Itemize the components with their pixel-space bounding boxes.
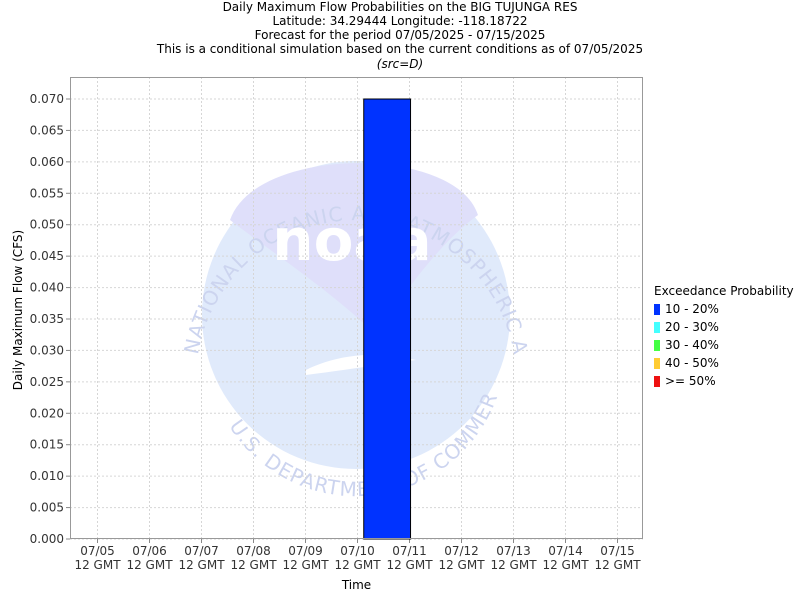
- x-tick-label-time: 12 GMT: [126, 558, 173, 572]
- x-tick-label-date: 07/14: [548, 544, 583, 558]
- legend-swatch: [654, 339, 660, 351]
- x-tick-label-date: 07/06: [132, 544, 167, 558]
- y-tick-label: 0.025: [30, 375, 64, 389]
- y-tick-label: 0.020: [30, 406, 64, 420]
- y-tick-label: 0.065: [30, 123, 64, 137]
- x-tick-label-time: 12 GMT: [282, 558, 329, 572]
- legend-swatch: [654, 375, 660, 387]
- legend-items: 10 - 20% 20 - 30% 30 - 40% 40 - 50% >= 50%: [654, 300, 794, 390]
- y-tick-label: 0.055: [30, 186, 64, 200]
- x-tick-label-date: 07/07: [184, 544, 219, 558]
- y-tick-label: 0.005: [30, 501, 64, 515]
- chart-subtitle-period: Forecast for the period 07/05/2025 - 07/…: [254, 28, 546, 42]
- x-tick-label-time: 12 GMT: [542, 558, 589, 572]
- chart-subtitle-location: Latitude: 34.29444 Longitude: -118.18722: [272, 14, 528, 28]
- bar: [363, 98, 412, 540]
- x-tick-label-date: 07/09: [288, 544, 323, 558]
- x-tick-label-date: 07/13: [496, 544, 531, 558]
- x-tick-label-date: 07/12: [444, 544, 479, 558]
- x-tick-label-time: 12 GMT: [490, 558, 537, 572]
- y-tick-label: 0.015: [30, 438, 64, 452]
- y-tick-label: 0.070: [30, 92, 64, 106]
- x-tick-label-time: 12 GMT: [230, 558, 277, 572]
- chart-subtitle-condition: This is a conditional simulation based o…: [156, 42, 644, 56]
- legend-item: 30 - 40%: [654, 336, 794, 354]
- y-tick-label: 0.035: [30, 312, 64, 326]
- legend-swatch: [654, 357, 660, 369]
- x-tick-label-date: 07/10: [340, 544, 375, 558]
- x-tick-label-date: 07/05: [80, 544, 115, 558]
- x-tick-label-time: 12 GMT: [594, 558, 641, 572]
- x-tick-label-date: 07/11: [392, 544, 427, 558]
- x-tick-label-time: 12 GMT: [438, 558, 485, 572]
- legend-title: Exceedance Probability: [654, 284, 794, 298]
- x-tick-label-date: 07/08: [236, 544, 271, 558]
- legend-label: 30 - 40%: [665, 338, 719, 352]
- legend: Exceedance Probability 10 - 20% 20 - 30% 3…: [654, 284, 794, 390]
- x-tick-label-time: 12 GMT: [74, 558, 121, 572]
- x-tick-label-time: 12 GMT: [178, 558, 225, 572]
- legend-item: 40 - 50%: [654, 354, 794, 372]
- y-tick-label: 0.030: [30, 343, 64, 357]
- legend-swatch: [654, 303, 660, 315]
- watermark-gull: [230, 163, 478, 335]
- legend-item: >= 50%: [654, 372, 794, 390]
- legend-label: 10 - 20%: [665, 302, 719, 316]
- x-axis-label: Time: [341, 578, 372, 592]
- y-tick-label: 0.010: [30, 469, 64, 483]
- y-tick-label: 0.050: [30, 218, 64, 232]
- y-tick-label: 0.000: [30, 532, 64, 546]
- legend-swatch: [654, 321, 660, 333]
- chart-title: Daily Maximum Flow Probabilities on the …: [222, 0, 578, 14]
- legend-label: >= 50%: [665, 374, 716, 388]
- y-tick-label: 0.045: [30, 249, 64, 263]
- y-axis-label: Daily Maximum Flow (CFS): [11, 229, 25, 391]
- y-tick-label: 0.040: [30, 281, 64, 295]
- plot-border: [70, 77, 643, 539]
- legend-label: 40 - 50%: [665, 356, 719, 370]
- x-tick-label-time: 12 GMT: [386, 558, 433, 572]
- legend-item: 10 - 20%: [654, 300, 794, 318]
- chart-subtitle-source: (src=D): [376, 57, 424, 71]
- legend-item: 20 - 30%: [654, 318, 794, 336]
- x-tick-label-date: 07/15: [600, 544, 635, 558]
- x-tick-label-time: 12 GMT: [334, 558, 381, 572]
- y-tick-label: 0.060: [30, 155, 64, 169]
- legend-label: 20 - 30%: [665, 320, 719, 334]
